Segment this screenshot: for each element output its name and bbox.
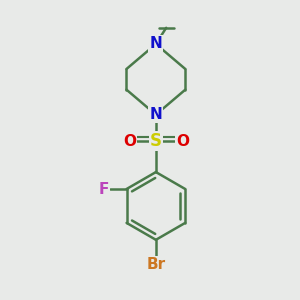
Text: S: S — [150, 132, 162, 150]
Text: O: O — [123, 134, 136, 149]
Text: F: F — [99, 182, 109, 196]
Text: N: N — [149, 107, 162, 122]
Text: Br: Br — [146, 257, 166, 272]
Text: O: O — [176, 134, 189, 149]
Text: N: N — [149, 37, 162, 52]
